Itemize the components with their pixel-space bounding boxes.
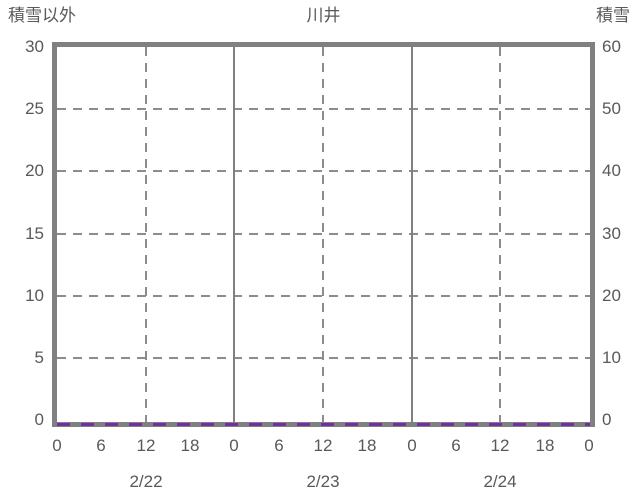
day-separator-2-23 <box>233 47 235 422</box>
left-axis-tick: 25 <box>25 99 44 118</box>
x-axis-tick: 6 <box>96 436 106 455</box>
left-axis-tick: 15 <box>25 224 44 243</box>
left-axis-tick: 0 <box>34 410 44 429</box>
x-axis-tick: 0 <box>52 436 62 455</box>
day-separator-2-24 <box>411 47 413 422</box>
x-axis-tick: 18 <box>180 436 200 455</box>
x-axis-tick: 6 <box>274 436 284 455</box>
v-gridline-2-24-noon <box>499 47 501 422</box>
right-axis-tick: 10 <box>602 348 621 367</box>
snow-series-line <box>57 423 590 426</box>
right-axis-tick: 0 <box>602 410 612 429</box>
date-tick: 2/22 <box>129 472 163 491</box>
v-gridline-2-22-noon <box>145 47 147 422</box>
x-axis-tick: 0 <box>584 436 594 455</box>
left-axis-tick: 5 <box>34 348 44 367</box>
x-axis-tick: 6 <box>451 436 461 455</box>
left-axis-tick: 10 <box>25 286 44 305</box>
chart-title: 川井 <box>306 6 341 25</box>
right-axis-tick: 40 <box>602 161 621 180</box>
right-axis-tick: 50 <box>602 99 621 118</box>
right-axis-tick: 20 <box>602 286 621 305</box>
plot-area <box>52 42 595 427</box>
x-axis-tick: 18 <box>535 436 555 455</box>
date-tick: 2/24 <box>483 472 517 491</box>
right-axis-title: 積雪 <box>596 6 630 25</box>
x-axis-tick: 0 <box>407 436 417 455</box>
x-axis-tick: 12 <box>136 436 156 455</box>
left-axis-tick: 30 <box>25 37 44 56</box>
left-axis-title: 積雪以外 <box>8 6 76 25</box>
x-axis-tick: 12 <box>313 436 333 455</box>
left-axis-tick: 20 <box>25 161 44 180</box>
x-axis-tick: 12 <box>490 436 510 455</box>
right-axis-tick: 60 <box>602 37 621 56</box>
x-axis-tick: 0 <box>229 436 239 455</box>
x-axis-tick: 18 <box>357 436 377 455</box>
date-tick: 2/23 <box>306 472 340 491</box>
right-axis-tick: 30 <box>602 224 621 243</box>
v-gridline-2-23-noon <box>322 47 324 422</box>
